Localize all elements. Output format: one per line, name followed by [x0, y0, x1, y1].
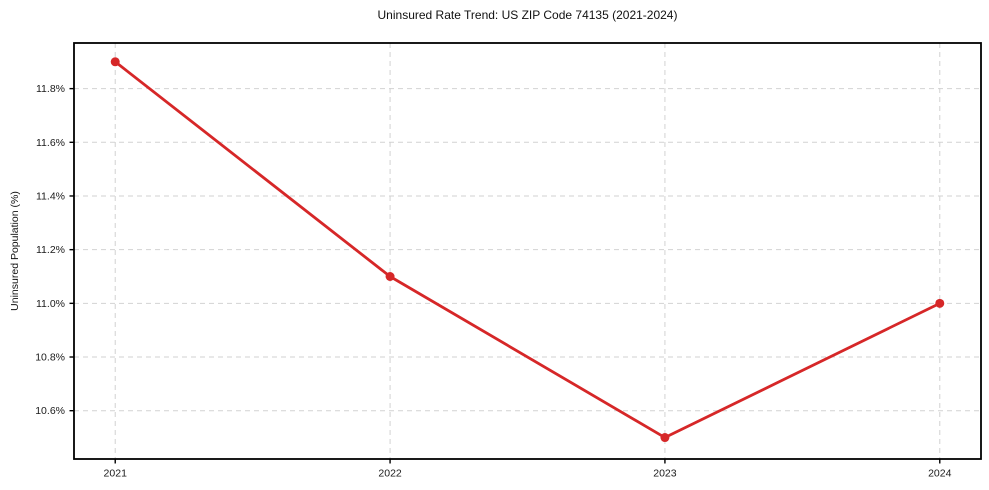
x-tick-label: 2022 — [378, 468, 402, 480]
x-tick-label: 2021 — [104, 468, 128, 480]
data-point-marker — [385, 271, 395, 281]
x-tick-label: 2023 — [653, 468, 677, 480]
y-tick-label: 11.6% — [36, 137, 65, 149]
chart-title: Uninsured Rate Trend: US ZIP Code 74135 … — [377, 8, 678, 22]
data-point-marker — [935, 298, 945, 308]
x-tick-label: 2024 — [928, 468, 952, 480]
y-tick-label: 11.8% — [36, 83, 65, 95]
plot-area-border — [73, 42, 982, 460]
data-point-marker — [110, 57, 120, 67]
y-tick-label: 10.8% — [35, 352, 65, 364]
y-tick-label: 11.2% — [36, 244, 65, 256]
y-tick-label: 11.4% — [36, 190, 65, 202]
y-tick-label: 10.6% — [35, 405, 65, 417]
data-point-marker — [660, 433, 670, 443]
y-tick-label: 11.0% — [36, 298, 65, 310]
trend-line — [113, 60, 942, 439]
